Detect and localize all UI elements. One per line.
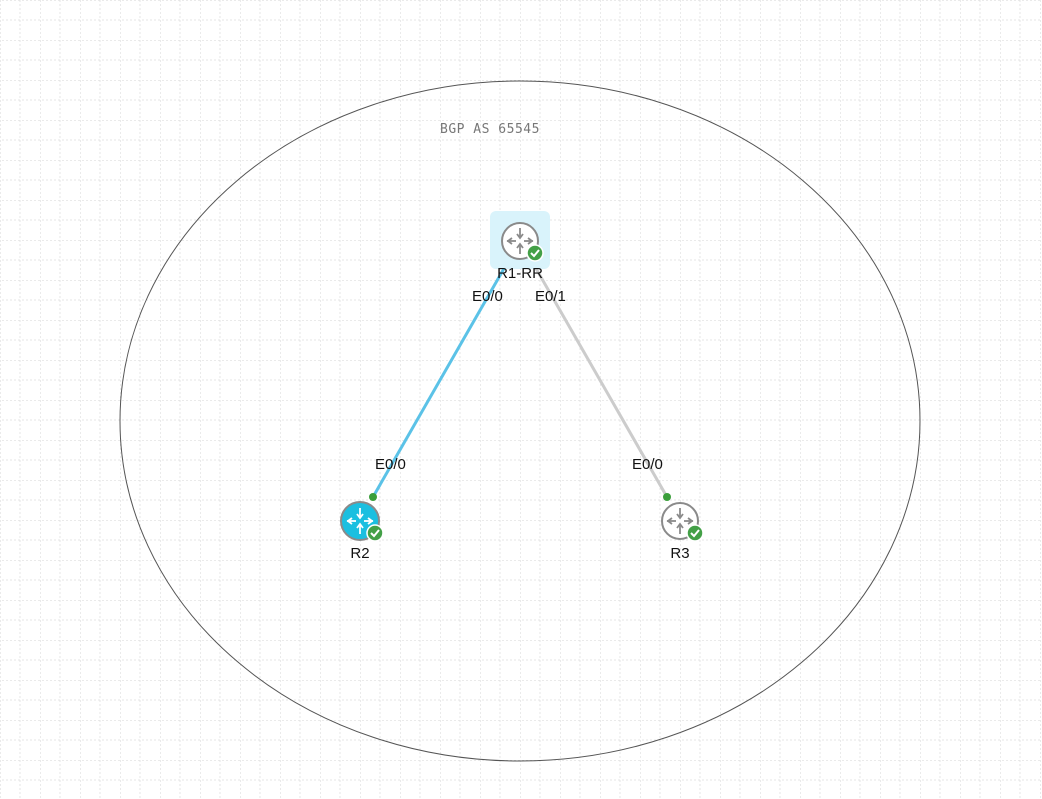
link-line-r1-r2[interactable] <box>371 264 508 498</box>
node-label-r2: R2 <box>350 545 369 562</box>
port-label-r1-e00: E0/0 <box>472 288 503 305</box>
port-label-r2-e00: E0/0 <box>375 456 406 473</box>
bgp-area-label: BGP AS 65545 <box>440 122 540 137</box>
node-r3[interactable]: R3 <box>661 502 704 562</box>
node-label-r1-rr: R1-RR <box>497 265 543 282</box>
link-r1-r2[interactable]: E0/0 E0/0 <box>369 261 510 501</box>
port-label-r1-e01: E0/1 <box>535 288 566 305</box>
running-check-icon <box>526 244 544 262</box>
bgp-area-boundary[interactable] <box>119 80 921 762</box>
link-line-r1-r3[interactable] <box>532 264 669 498</box>
port-label-r3-e00: E0/0 <box>632 456 663 473</box>
node-label-r3: R3 <box>670 545 689 562</box>
running-check-icon <box>686 524 704 542</box>
node-r2[interactable]: R2 <box>340 501 384 562</box>
node-r1-rr[interactable]: R1-RR <box>490 211 550 282</box>
link-endpoint-r3-e00 <box>663 493 671 501</box>
running-check-icon <box>366 524 384 542</box>
link-endpoint-r2-e00 <box>369 493 377 501</box>
